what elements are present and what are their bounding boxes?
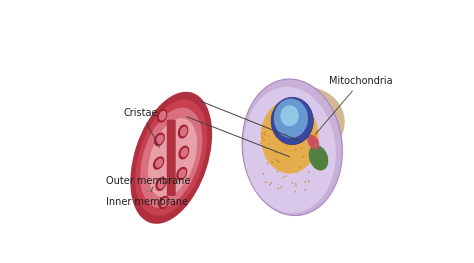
Ellipse shape <box>292 182 293 184</box>
Ellipse shape <box>270 182 272 184</box>
Ellipse shape <box>301 148 302 150</box>
Ellipse shape <box>294 191 296 193</box>
Ellipse shape <box>281 105 299 126</box>
Text: Outer membrane: Outer membrane <box>106 176 190 192</box>
Ellipse shape <box>155 177 166 191</box>
Ellipse shape <box>316 145 318 146</box>
Ellipse shape <box>157 109 167 123</box>
Ellipse shape <box>294 149 296 151</box>
Ellipse shape <box>178 169 186 178</box>
Ellipse shape <box>135 100 207 216</box>
Ellipse shape <box>295 183 297 185</box>
Ellipse shape <box>265 181 267 183</box>
Ellipse shape <box>155 158 163 168</box>
Ellipse shape <box>159 111 166 121</box>
Ellipse shape <box>304 181 306 183</box>
Ellipse shape <box>271 97 313 145</box>
Ellipse shape <box>263 173 264 175</box>
Ellipse shape <box>244 87 336 213</box>
Ellipse shape <box>178 124 188 139</box>
Ellipse shape <box>153 156 164 170</box>
Ellipse shape <box>285 175 287 177</box>
Ellipse shape <box>286 144 288 146</box>
Ellipse shape <box>156 135 164 144</box>
Ellipse shape <box>269 184 271 186</box>
Ellipse shape <box>308 171 310 173</box>
FancyBboxPatch shape <box>167 120 176 196</box>
Ellipse shape <box>161 198 168 207</box>
Ellipse shape <box>281 186 283 188</box>
Ellipse shape <box>282 176 284 178</box>
Ellipse shape <box>180 127 187 136</box>
Ellipse shape <box>262 136 264 138</box>
Ellipse shape <box>181 148 188 157</box>
Text: Inner membrane: Inner membrane <box>106 187 188 207</box>
Ellipse shape <box>264 134 265 136</box>
Ellipse shape <box>276 159 278 161</box>
Ellipse shape <box>261 100 319 174</box>
Ellipse shape <box>263 139 265 141</box>
Ellipse shape <box>314 137 316 139</box>
Ellipse shape <box>140 108 202 208</box>
Ellipse shape <box>176 167 187 180</box>
Ellipse shape <box>154 133 165 146</box>
Ellipse shape <box>271 161 273 163</box>
Ellipse shape <box>304 189 306 191</box>
Ellipse shape <box>157 179 165 189</box>
Ellipse shape <box>130 92 212 224</box>
Text: Cristae: Cristae <box>124 108 159 148</box>
Ellipse shape <box>267 163 269 164</box>
Ellipse shape <box>274 99 308 138</box>
Ellipse shape <box>158 196 169 209</box>
Ellipse shape <box>282 134 283 135</box>
Ellipse shape <box>268 143 270 145</box>
Ellipse shape <box>300 166 301 168</box>
Ellipse shape <box>295 185 297 187</box>
Ellipse shape <box>148 118 197 198</box>
Ellipse shape <box>309 145 328 170</box>
Text: Mitochondria: Mitochondria <box>315 76 392 135</box>
Ellipse shape <box>278 161 280 163</box>
Ellipse shape <box>260 142 262 144</box>
Ellipse shape <box>277 171 279 173</box>
Ellipse shape <box>242 79 342 216</box>
Ellipse shape <box>316 143 318 144</box>
Ellipse shape <box>179 146 189 159</box>
Ellipse shape <box>261 87 345 161</box>
Ellipse shape <box>261 133 263 134</box>
Ellipse shape <box>308 180 310 182</box>
Ellipse shape <box>277 188 279 189</box>
Ellipse shape <box>294 135 296 137</box>
Ellipse shape <box>264 132 266 133</box>
Ellipse shape <box>277 161 279 163</box>
Ellipse shape <box>302 156 304 158</box>
Ellipse shape <box>307 135 319 149</box>
Ellipse shape <box>275 152 276 154</box>
